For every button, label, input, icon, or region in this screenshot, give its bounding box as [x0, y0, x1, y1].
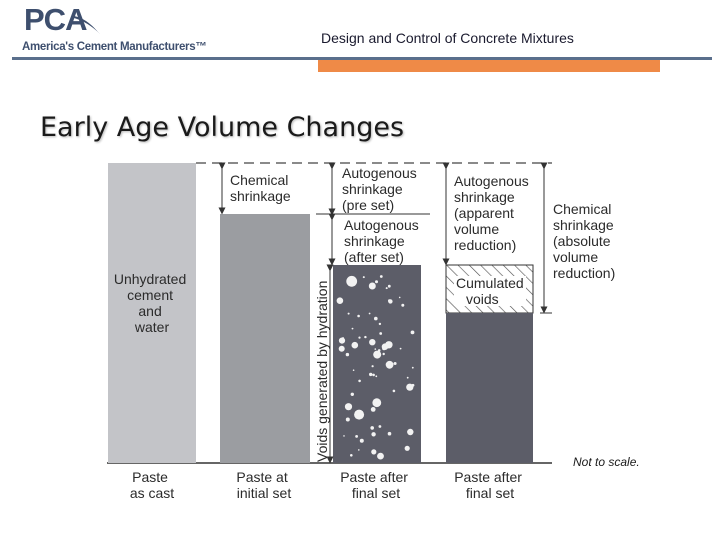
- void-bubble: [404, 445, 410, 451]
- void-bubble: [382, 352, 385, 356]
- void-bubble: [392, 389, 396, 393]
- column-label-paste-after-final-set: Paste after final set: [340, 469, 412, 501]
- void-bubble: [362, 276, 365, 279]
- void-bubble: [336, 297, 344, 305]
- label-chemical-shrinkage: Chemical shrinkage: [230, 172, 292, 204]
- pca-swoosh-icon: [74, 16, 100, 34]
- void-bubble: [393, 362, 397, 365]
- header-title: Design and Control of Concrete Mixtures: [321, 30, 574, 46]
- void-bubble: [375, 375, 378, 378]
- void-bubble: [374, 316, 378, 321]
- void-bubble: [374, 348, 377, 350]
- column-label-paste-initial-set: Paste at initial set: [236, 469, 291, 501]
- void-bubble: [345, 352, 350, 357]
- void-bubble: [371, 432, 376, 437]
- void-bubble: [372, 398, 382, 408]
- slide-title: Early Age Volume Changes: [40, 112, 405, 143]
- void-bubble: [406, 376, 409, 379]
- void-bubble: [368, 282, 376, 290]
- cumulated-voids-label-bg: [454, 276, 526, 306]
- void-bubble: [371, 365, 374, 368]
- void-bubble: [368, 312, 371, 315]
- void-bubble: [385, 360, 394, 369]
- void-bubble: [375, 280, 378, 284]
- void-bubble: [385, 287, 388, 290]
- void-bubble: [369, 339, 376, 346]
- void-bubble: [407, 428, 414, 436]
- void-bubble: [372, 373, 375, 377]
- label-cumulated-voids: Cumulated voids: [456, 275, 528, 307]
- void-bubble: [373, 350, 382, 359]
- bar-paste-as-cast: [108, 163, 196, 463]
- void-bubble: [354, 409, 365, 420]
- header: PCA America's Cement Manufacturers™ Desi…: [0, 0, 720, 80]
- void-bubble: [399, 347, 402, 350]
- void-bubble: [388, 299, 391, 303]
- void-bubble: [358, 449, 360, 451]
- label-autogenous-pre-set: Autogenous shrinkage (pre set): [342, 165, 421, 213]
- void-bubble: [411, 366, 414, 369]
- column-label-paste-after-final-set-voids: Paste after final set: [454, 469, 526, 501]
- header-rule: [12, 57, 712, 60]
- void-bubble: [378, 425, 382, 428]
- void-bubble: [358, 379, 361, 383]
- void-bubble: [369, 372, 373, 377]
- void-bubble: [401, 303, 405, 307]
- void-bubble: [411, 383, 415, 387]
- void-bubble: [351, 341, 359, 349]
- void-bubble: [370, 407, 376, 412]
- void-bubble: [398, 296, 401, 299]
- void-bubble: [379, 275, 383, 278]
- void-bubble: [357, 314, 360, 318]
- void-bubble: [379, 332, 383, 335]
- void-bubble: [350, 454, 353, 457]
- void-bubble: [355, 435, 358, 438]
- void-bubble: [352, 369, 355, 372]
- void-bubble: [359, 438, 364, 443]
- pca-logo: PCA: [24, 2, 87, 37]
- logo-tagline: America's Cement Manufacturers™: [22, 41, 207, 53]
- hydration-voids: [336, 275, 415, 460]
- label-autogenous-after-set: Autogenous shrinkage (after set): [344, 217, 423, 265]
- header-accent-bar: [318, 60, 660, 72]
- void-bubble: [387, 431, 392, 436]
- void-bubble: [338, 337, 346, 344]
- void-bubble: [385, 341, 393, 349]
- bar-paste-after-final-set-solid: [446, 313, 533, 463]
- void-bubble: [371, 449, 377, 455]
- inside-label-unhydrated: Unhydrated cement and water: [114, 271, 190, 335]
- void-bubble: [387, 284, 391, 288]
- void-bubble: [346, 275, 358, 287]
- void-bubble: [378, 322, 382, 326]
- void-bubble: [406, 383, 414, 391]
- void-bubble: [338, 345, 345, 352]
- bar-paste-initial-set: [220, 214, 310, 463]
- void-bubble: [351, 327, 354, 330]
- void-bubble: [377, 452, 384, 460]
- not-to-scale-note: Not to scale.: [573, 455, 640, 469]
- void-bubble: [345, 417, 350, 422]
- label-chemical-absolute: Chemical shrinkage (absolute volume redu…: [553, 201, 618, 281]
- column-label-paste-as-cast: Paste as cast: [130, 469, 174, 501]
- void-bubble: [410, 330, 415, 335]
- void-bubble: [344, 403, 353, 411]
- void-bubble: [350, 392, 354, 396]
- label-voids-generated: Voids generated by hydration: [314, 281, 330, 462]
- void-bubble: [370, 426, 375, 430]
- void-bubble: [343, 435, 345, 437]
- bar-paste-after-final-set: [333, 265, 421, 463]
- void-bubble: [350, 278, 353, 280]
- label-autogenous-apparent: Autogenous shrinkage (apparent volume re…: [454, 173, 533, 253]
- void-bubble: [358, 336, 361, 339]
- void-bubble: [364, 335, 367, 339]
- void-bubble: [347, 312, 350, 315]
